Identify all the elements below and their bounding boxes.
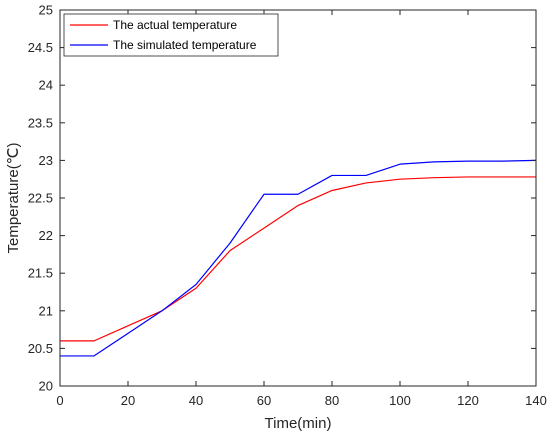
- y-tick-label: 20.5: [28, 341, 53, 356]
- y-axis-label: Temperature(℃): [5, 142, 22, 253]
- x-tick-label: 120: [457, 393, 479, 408]
- x-tick-label: 20: [121, 393, 135, 408]
- x-tick-label: 60: [257, 393, 271, 408]
- y-tick-label: 21: [39, 303, 53, 318]
- y-tick-label: 22.5: [28, 191, 53, 206]
- series-line-simulated: [60, 159, 537, 357]
- plot-area: [60, 10, 536, 386]
- y-tick-label: 24: [39, 78, 53, 93]
- x-tick-labels: 0 20 40 60 80 100 120 140: [56, 393, 546, 408]
- legend: The actual temperature The simulated tem…: [63, 13, 279, 57]
- x-tick-label: 40: [189, 393, 203, 408]
- x-tick-label: 100: [389, 393, 411, 408]
- x-axis-label: Time(min): [265, 415, 332, 432]
- y-tick-label: 23: [39, 153, 53, 168]
- y-tick-label: 21.5: [28, 266, 53, 281]
- y-tick-label: 23.5: [28, 115, 53, 130]
- x-tick-label: 0: [56, 393, 63, 408]
- legend-label-simulated: The simulated temperature: [113, 38, 257, 52]
- y-tick-label: 20: [39, 379, 53, 394]
- legend-label-actual: The actual temperature: [113, 18, 237, 32]
- series-layer: [60, 159, 537, 357]
- y-tick-label: 24.5: [28, 40, 53, 55]
- y-tick-label: 22: [39, 228, 53, 243]
- series-line-actual: [60, 176, 536, 342]
- y-tick-label: 25: [39, 3, 53, 18]
- legend-box: [63, 13, 279, 57]
- x-tick-label: 80: [325, 393, 339, 408]
- y-tick-labels: 20 20.5 21 21.5 22 22.5 23 23.5 24 24.5 25: [28, 3, 53, 394]
- x-tick-label: 140: [525, 393, 547, 408]
